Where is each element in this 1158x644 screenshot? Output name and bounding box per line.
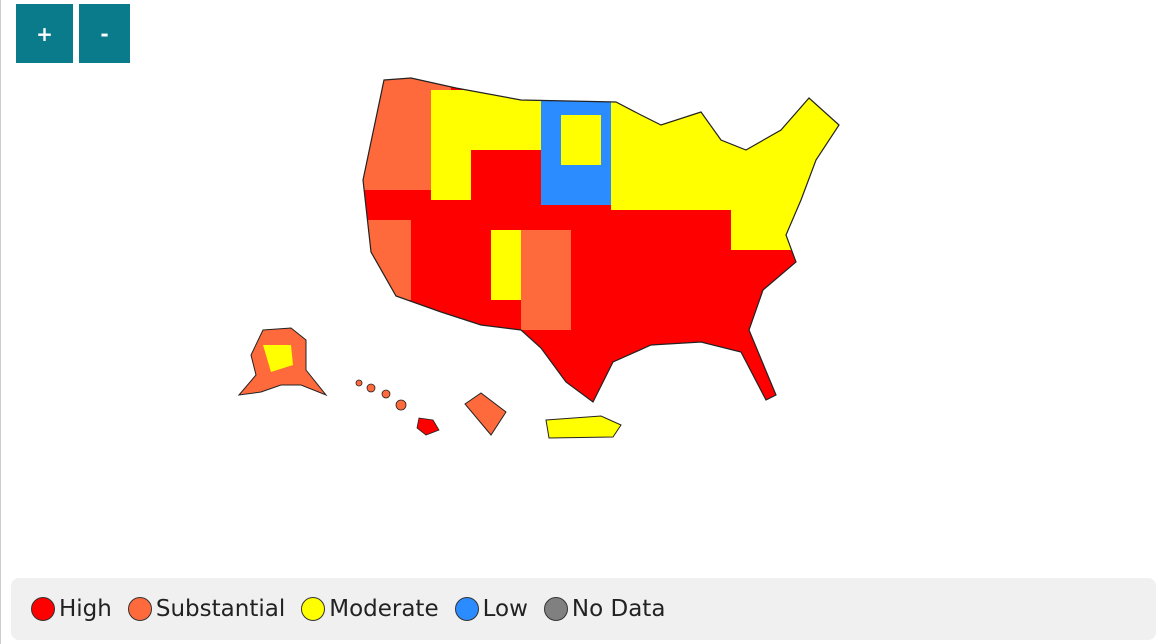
guam bbox=[464, 392, 507, 436]
legend-item: Substantial bbox=[127, 596, 286, 622]
us-outline bbox=[362, 77, 840, 403]
map bbox=[237, 77, 840, 439]
zoom-out-button[interactable]: - bbox=[79, 4, 130, 63]
alaska-moderate bbox=[263, 345, 293, 372]
legend-item: No Data bbox=[543, 596, 666, 622]
legend-label: No Data bbox=[571, 596, 666, 622]
legend-label: Low bbox=[482, 596, 528, 622]
legend-item: Moderate bbox=[301, 596, 439, 622]
legend-swatch bbox=[543, 597, 568, 621]
legend-swatch bbox=[127, 597, 152, 621]
hawaii bbox=[355, 379, 440, 436]
legend-item: Low bbox=[454, 596, 528, 622]
legend-swatch bbox=[454, 597, 479, 621]
zoom-in-button[interactable]: + bbox=[16, 4, 73, 63]
legend-item: High bbox=[31, 596, 112, 622]
puerto-rico bbox=[545, 415, 622, 439]
legend-label: Substantial bbox=[155, 596, 286, 622]
legend-label: High bbox=[59, 596, 112, 622]
continental-us bbox=[363, 78, 839, 402]
legend-swatch bbox=[301, 597, 326, 621]
legend-label: Moderate bbox=[329, 596, 439, 622]
legend: High Substantial Moderate Low No Data bbox=[11, 578, 1156, 640]
legend-swatch bbox=[31, 597, 55, 621]
